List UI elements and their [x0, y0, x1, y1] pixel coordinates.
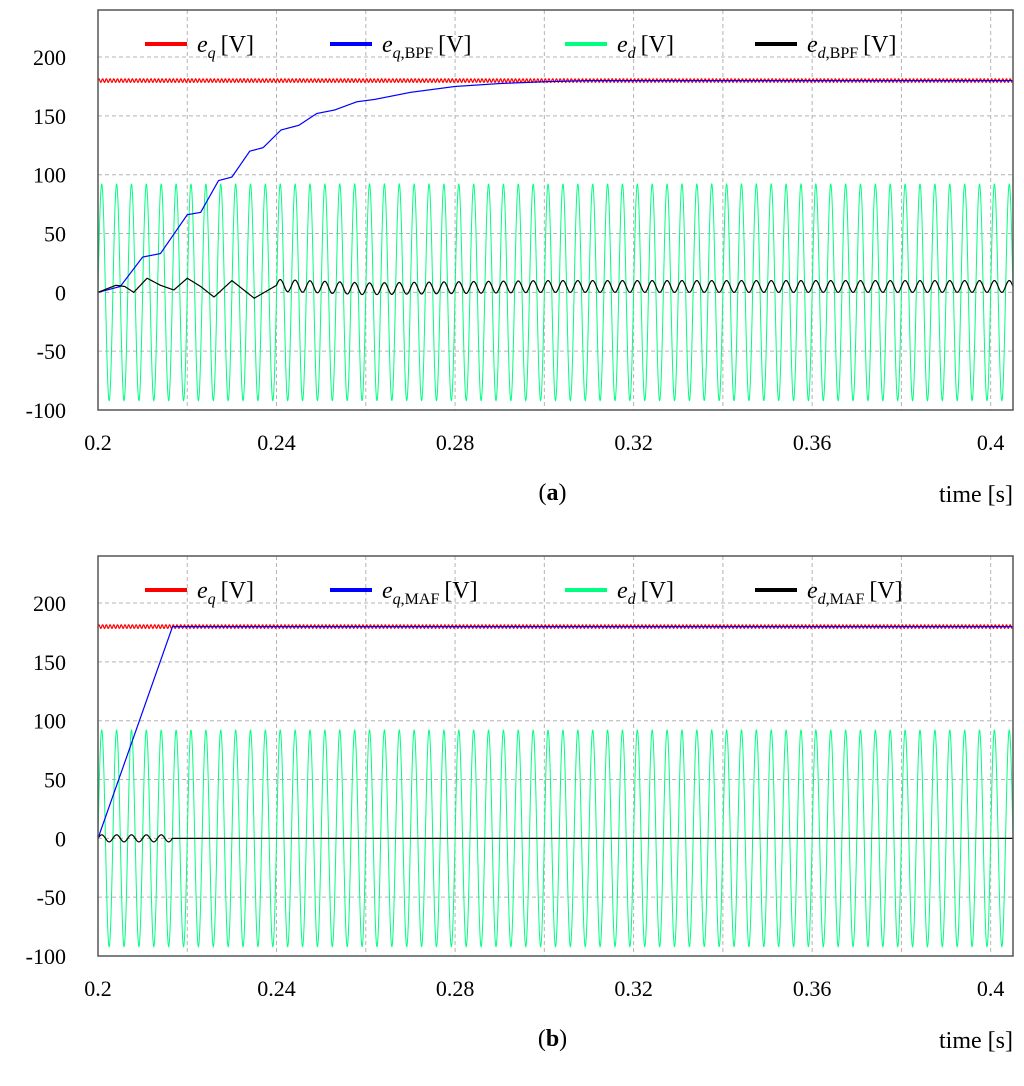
y-tick-label: -100	[26, 944, 66, 969]
plot-area	[98, 624, 1013, 948]
y-tick-label: 200	[33, 45, 66, 70]
legend-label: ed,BPF [V]	[807, 32, 896, 62]
legend-label: eq [V]	[197, 32, 254, 62]
x-tick-label: 0.28	[436, 976, 475, 1001]
legend-label: ed [V]	[617, 32, 674, 62]
y-tick-label: 150	[33, 650, 66, 675]
grid	[97, 10, 1013, 411]
legend-label: eq [V]	[197, 578, 254, 608]
y-tick-label: -50	[37, 339, 66, 364]
plot-area	[98, 78, 1013, 402]
y-tick-label: -100	[26, 398, 66, 423]
legend-label: ed,MAF [V]	[807, 578, 903, 608]
x-tick-label: 0.24	[257, 976, 296, 1001]
x-tick-label: 0.36	[793, 976, 832, 1001]
series-ed-filtered-line	[98, 834, 1013, 843]
legend-label: eq,MAF [V]	[382, 578, 478, 608]
x-tick-label: 0.36	[793, 430, 832, 455]
figure-caption: (a)	[539, 480, 567, 506]
figure-caption: (b)	[538, 1026, 567, 1052]
chart-b: 200 150 100 50 0 -50 -100 0.2 0.24 0.28 0.32 0.36 0.…	[26, 555, 1014, 1054]
y-tick-label: 100	[33, 163, 66, 188]
y-tick-label: 200	[33, 591, 66, 616]
x-tick-label: 0.32	[614, 976, 653, 1001]
chart-a: 200 150 100 50 0 -50 -100 0.2 0.24 0.28 0.32 0.36 0.…	[26, 9, 1014, 508]
y-tick-label: 0	[55, 280, 66, 305]
x-tick-label: 0.4	[977, 976, 1005, 1001]
legend-label: ed [V]	[617, 578, 674, 608]
chart-panel-a: 200 150 100 50 0 -50 -100 0.2 0.24 0.28 0.32 0.36 0.…	[0, 0, 1024, 540]
x-axis-label: time [s]	[939, 482, 1013, 508]
y-tick-label: 50	[44, 222, 66, 247]
plot-frame	[97, 9, 1014, 411]
series-ed-line	[98, 728, 1013, 948]
series-eq-filtered-line	[98, 625, 1013, 839]
y-tick-label: 150	[33, 104, 66, 129]
y-tick-label: 50	[44, 768, 66, 793]
chart-panel-b: 200 150 100 50 0 -50 -100 0.2 0.24 0.28 0.32 0.36 0.…	[0, 546, 1024, 1086]
series-ed-line	[98, 182, 1013, 402]
series-ed-filtered-line	[98, 277, 1013, 299]
x-tick-label: 0.28	[436, 430, 475, 455]
x-tick-label: 0.32	[614, 430, 653, 455]
x-tick-label: 0.24	[257, 430, 296, 455]
x-axis-label: time [s]	[939, 1028, 1013, 1054]
plot-frame	[97, 555, 1014, 957]
x-tick-label: 0.4	[977, 430, 1005, 455]
grid	[97, 556, 1013, 957]
x-tick-label: 0.2	[84, 430, 112, 455]
series-eq-filtered-line	[98, 79, 1013, 293]
legend: eq [V] eq,BPF [V] ed [V] ed,BPF [V]	[145, 32, 896, 62]
x-tick-label: 0.2	[84, 976, 112, 1001]
y-tick-label: 0	[55, 826, 66, 851]
y-tick-label: 100	[33, 709, 66, 734]
legend: eq [V] eq,MAF [V] ed [V] ed,MAF [V]	[145, 578, 903, 608]
y-tick-label: -50	[37, 885, 66, 910]
legend-label: eq,BPF [V]	[382, 32, 471, 62]
